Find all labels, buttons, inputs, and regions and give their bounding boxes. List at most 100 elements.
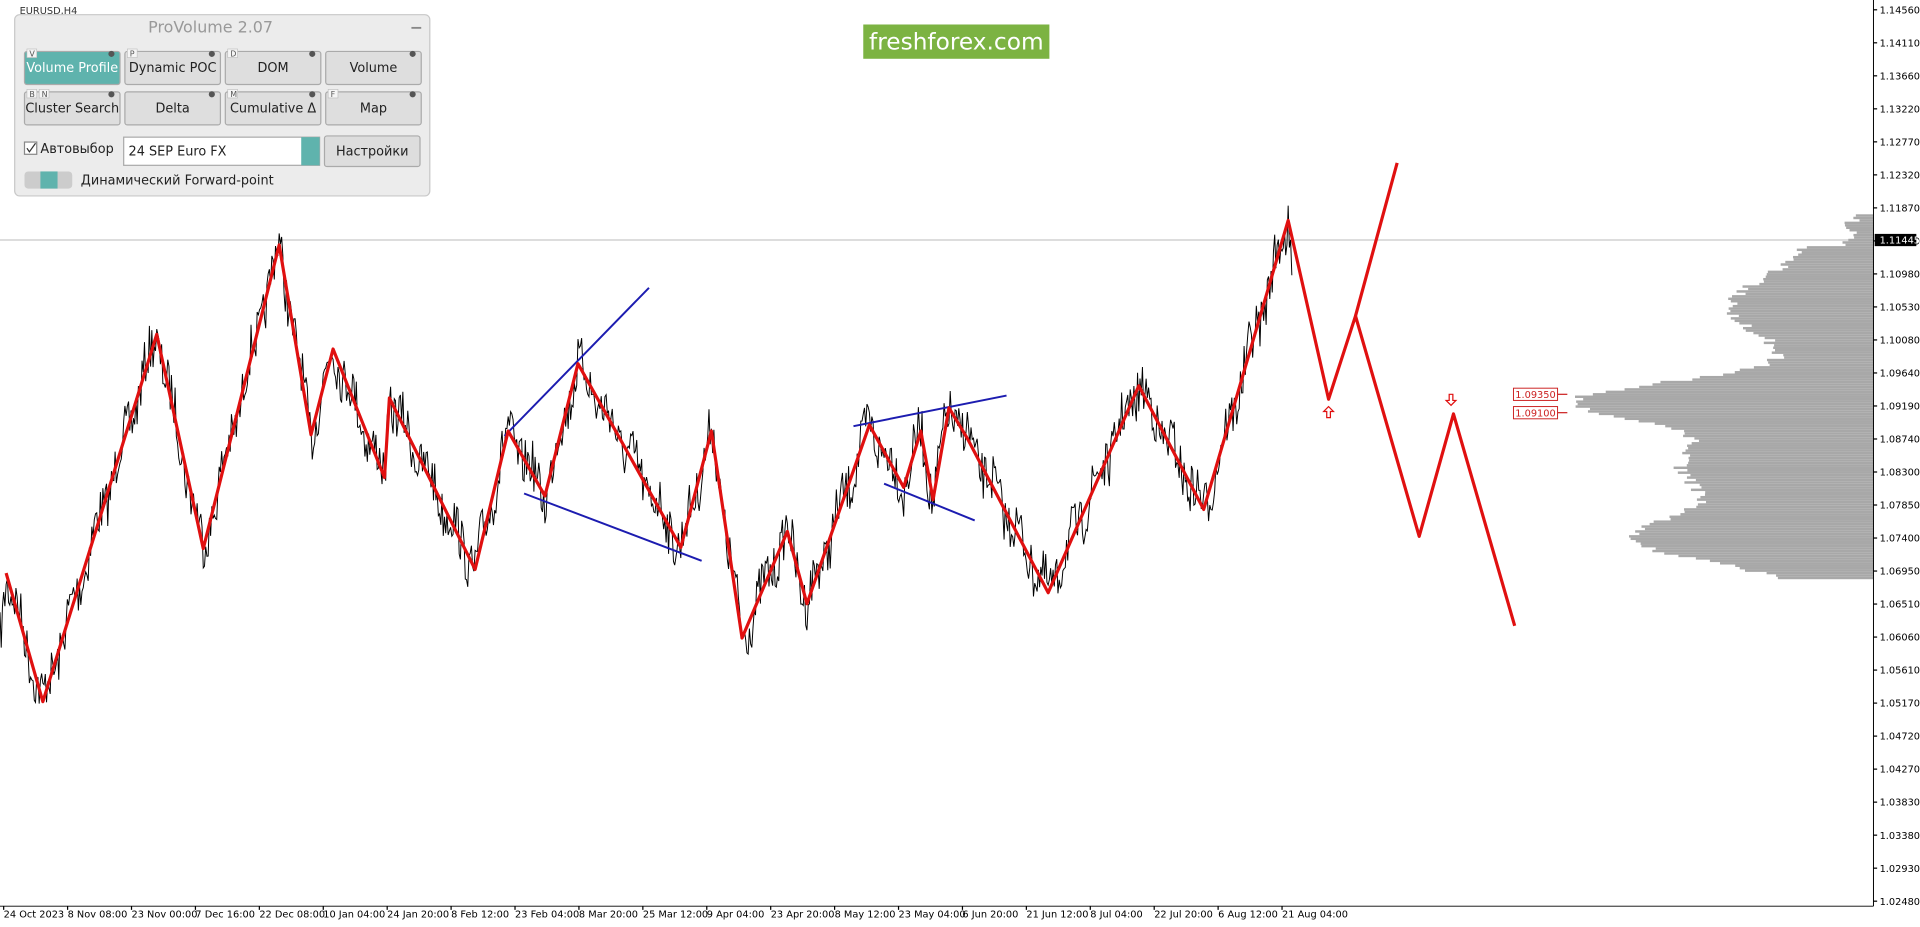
profile-bar <box>1690 488 1874 492</box>
profile-bar <box>1771 351 1874 354</box>
profile-bar <box>1785 260 1874 264</box>
time-label: 9 Apr 04:00 <box>707 910 765 921</box>
price-label: 1.11870 <box>1880 203 1920 214</box>
profile-bar <box>1576 400 1874 403</box>
price-label: 1.06510 <box>1880 600 1920 611</box>
profile-bar <box>1782 268 1874 271</box>
price-label: 1.07400 <box>1880 534 1920 545</box>
profile-bar <box>1739 566 1874 570</box>
price-label: 1.10980 <box>1880 270 1920 281</box>
tool-button[interactable] <box>325 50 422 86</box>
price-label: 1.09190 <box>1880 402 1920 413</box>
profile-bar <box>1846 226 1874 229</box>
gear <box>208 91 215 98</box>
level-tags: 1.09350 1.09100 <box>1512 387 1568 420</box>
profile-bar <box>1855 214 1874 217</box>
profile-bar <box>1574 395 1874 398</box>
profile-bar <box>1653 520 1874 523</box>
profile-bar <box>1639 385 1874 389</box>
profile-bar <box>1720 562 1874 565</box>
watermark-box <box>863 24 1050 59</box>
price-label: 1.03380 <box>1880 831 1920 842</box>
profile-bar <box>1605 390 1874 394</box>
profile-bar <box>1592 393 1874 396</box>
profile-bar <box>1742 285 1874 288</box>
profile-bar <box>1688 446 1874 450</box>
profile-bar <box>1638 420 1874 423</box>
profile-bar <box>1745 569 1874 572</box>
profile-bar <box>1783 353 1874 357</box>
panel-title: ProVolume 2.07 <box>148 18 273 37</box>
time-label: 8 May 12:00 <box>835 910 896 921</box>
profile-bar <box>1649 522 1874 526</box>
time-label: 23 Nov 00:00 <box>132 910 198 921</box>
profile-bar <box>1655 547 1874 550</box>
symbol-label: EURUSD,H4 <box>20 6 78 17</box>
profile-bar <box>1793 255 1874 259</box>
minimize[interactable] <box>411 26 422 29</box>
time-label: 8 Mar 20:00 <box>579 910 638 921</box>
price-label: 1.12320 <box>1880 170 1920 181</box>
profile-bar <box>1577 402 1874 406</box>
profile-bar <box>1706 500 1874 504</box>
button-label: Cluster Search <box>25 101 119 116</box>
watermark: freshforex.com <box>869 28 1044 55</box>
gear <box>409 50 416 57</box>
profile-bar <box>1763 280 1874 283</box>
price-label: 1.12770 <box>1880 137 1920 148</box>
profile-bar <box>1624 417 1874 421</box>
profile-bar <box>1730 317 1874 320</box>
settings-button[interactable] <box>323 135 421 168</box>
profile-bar <box>1766 273 1874 276</box>
profile-bar <box>1701 486 1874 489</box>
instrument-select[interactable] <box>123 136 321 166</box>
tool-button[interactable] <box>124 91 222 126</box>
up-arrow <box>1322 405 1335 419</box>
profile-bar <box>1801 251 1874 254</box>
profile-bar <box>1660 380 1874 384</box>
profile-bar <box>1784 356 1874 359</box>
spinner[interactable] <box>301 137 320 166</box>
price-label: 1.10080 <box>1880 336 1920 347</box>
profile-bar <box>1684 429 1874 433</box>
hotkey-box <box>26 89 38 99</box>
time-label: 23 Feb 04:00 <box>515 910 579 921</box>
profile-bar <box>1695 557 1874 560</box>
trendlines <box>503 287 1007 562</box>
profile-bar <box>1856 231 1874 234</box>
profile-bar <box>1691 442 1874 445</box>
tool-button[interactable] <box>23 91 121 126</box>
trendline <box>523 492 702 562</box>
profile-bar <box>1687 469 1874 472</box>
price-labels: 1.14560 1.14110 1.13660 1.13220 1.12770 1.123… <box>1873 5 1920 908</box>
level-label: 1.09350 <box>1515 390 1555 401</box>
time-label: 21 Aug 04:00 <box>1282 910 1348 921</box>
profile-bar <box>1709 559 1874 563</box>
profile-bar <box>1798 253 1874 256</box>
profile-bar <box>1640 542 1874 545</box>
tool-button[interactable] <box>325 91 422 126</box>
profile-bar <box>1853 216 1874 220</box>
forward-point: Динамический Forward-point <box>81 174 274 189</box>
tool-button[interactable] <box>224 91 322 126</box>
settings: Настройки <box>336 144 409 159</box>
profile-bar <box>1766 571 1874 575</box>
tool-button[interactable] <box>224 50 322 86</box>
profile-bar <box>1665 424 1874 428</box>
profile-bar <box>1686 464 1874 467</box>
gear <box>108 91 115 98</box>
profile-bar <box>1641 544 1874 548</box>
tool-button[interactable] <box>23 50 121 86</box>
tool-button[interactable] <box>124 50 222 86</box>
trendline <box>853 394 1007 428</box>
hotkey-box <box>127 48 138 58</box>
time-label: 10 Jan 04:00 <box>323 910 385 921</box>
profile-bar <box>1670 517 1874 521</box>
profile-bar <box>1671 427 1874 430</box>
current-price: 1.11445 <box>1880 236 1920 247</box>
level-box <box>1512 406 1559 420</box>
button-label: Map <box>360 101 387 116</box>
button-label: DOM <box>258 61 289 76</box>
hotkey: D <box>230 49 236 58</box>
profile-bar <box>1682 451 1874 455</box>
